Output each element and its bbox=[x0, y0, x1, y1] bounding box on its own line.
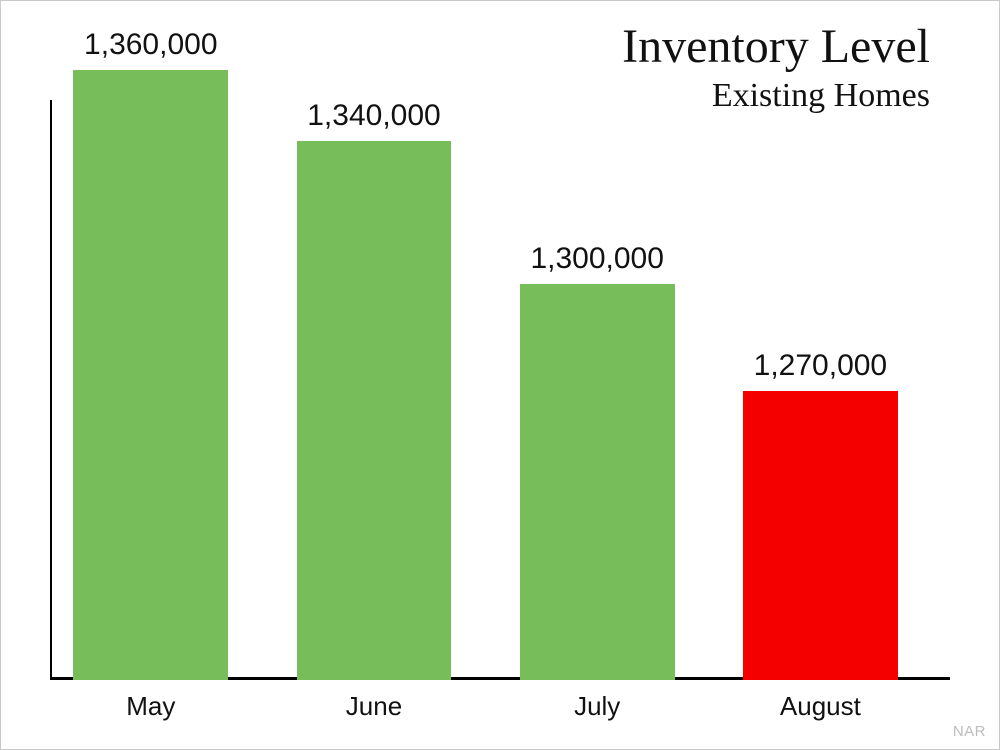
bar-value-label: 1,300,000 bbox=[520, 242, 675, 276]
bar-august: 1,270,000 bbox=[743, 391, 898, 680]
bar-value-label: 1,340,000 bbox=[297, 99, 452, 133]
bar-value-label: 1,360,000 bbox=[73, 28, 228, 62]
bar-july: 1,300,000 bbox=[520, 284, 675, 680]
bar-value-label: 1,270,000 bbox=[743, 349, 898, 383]
source-label: NAR bbox=[953, 723, 986, 740]
category-label: August bbox=[666, 691, 976, 722]
bar-june: 1,340,000 bbox=[297, 141, 452, 680]
chart-plot-area: 1,360,000May1,340,000June1,300,000July1,… bbox=[50, 70, 950, 680]
chart-title: Inventory Level bbox=[622, 22, 930, 72]
bar-may: 1,360,000 bbox=[73, 70, 228, 680]
y-axis-line bbox=[50, 100, 52, 680]
